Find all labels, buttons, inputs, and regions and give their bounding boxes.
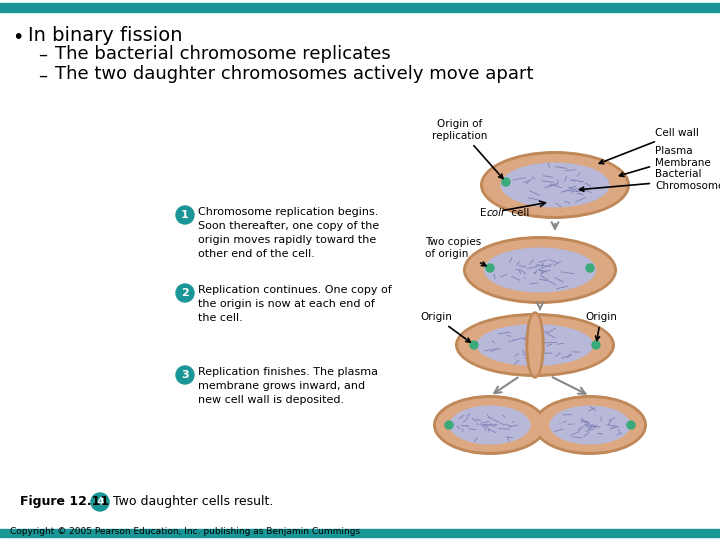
Circle shape — [486, 264, 494, 272]
Circle shape — [176, 366, 194, 384]
Ellipse shape — [433, 395, 547, 455]
Text: Two daughter cells result.: Two daughter cells result. — [113, 496, 274, 509]
Ellipse shape — [477, 324, 593, 366]
Text: Copyright © 2005 Pearson Education, Inc. publishing as Benjamin Cummings: Copyright © 2005 Pearson Education, Inc.… — [10, 526, 360, 536]
Text: 3: 3 — [181, 370, 189, 380]
Circle shape — [176, 284, 194, 302]
Text: Two copies
of origin: Two copies of origin — [425, 237, 486, 266]
Text: 2: 2 — [181, 288, 189, 298]
Ellipse shape — [463, 236, 617, 304]
Text: Cell wall: Cell wall — [599, 128, 699, 164]
Ellipse shape — [549, 406, 631, 444]
Ellipse shape — [483, 154, 627, 216]
Text: Bacterial
Chromosome: Bacterial Chromosome — [580, 169, 720, 191]
Ellipse shape — [449, 406, 531, 444]
Ellipse shape — [455, 313, 615, 377]
Circle shape — [445, 421, 453, 429]
Ellipse shape — [536, 398, 644, 452]
Text: The two daughter chromosomes actively move apart: The two daughter chromosomes actively mo… — [55, 65, 534, 83]
Circle shape — [91, 493, 109, 511]
Text: Origin: Origin — [420, 312, 470, 342]
Text: Origin: Origin — [585, 312, 617, 340]
Text: –: – — [38, 67, 47, 85]
Ellipse shape — [458, 316, 612, 374]
Circle shape — [627, 421, 635, 429]
Ellipse shape — [500, 163, 610, 207]
Circle shape — [470, 341, 478, 349]
Text: Chromosome replication begins.
Soon thereafter, one copy of the
origin moves rap: Chromosome replication begins. Soon ther… — [198, 207, 379, 259]
Text: E.: E. — [480, 208, 493, 218]
Text: Origin of
replication: Origin of replication — [432, 119, 503, 179]
Text: The bacterial chromosome replicates: The bacterial chromosome replicates — [55, 45, 391, 63]
Ellipse shape — [484, 247, 596, 293]
Circle shape — [502, 178, 510, 186]
Text: •: • — [12, 28, 23, 47]
Bar — [0, 529, 720, 537]
Circle shape — [176, 206, 194, 224]
Bar — [0, 3, 720, 12]
Ellipse shape — [526, 312, 544, 378]
Text: Replication finishes. The plasma
membrane grows inward, and
new cell wall is dep: Replication finishes. The plasma membran… — [198, 367, 378, 405]
Text: 1: 1 — [181, 210, 189, 220]
Text: coli: coli — [487, 208, 505, 218]
Ellipse shape — [533, 395, 647, 455]
Text: 4: 4 — [96, 497, 104, 507]
Text: cell: cell — [508, 208, 529, 218]
Text: Replication continues. One copy of
the origin is now at each end of
the cell.: Replication continues. One copy of the o… — [198, 285, 392, 323]
Text: Figure 12.11: Figure 12.11 — [20, 496, 109, 509]
Circle shape — [586, 264, 594, 272]
Circle shape — [592, 341, 600, 349]
Text: Plasma
Membrane: Plasma Membrane — [619, 146, 711, 177]
Text: –: – — [38, 46, 47, 64]
Ellipse shape — [466, 239, 614, 301]
Ellipse shape — [529, 315, 541, 375]
Ellipse shape — [436, 398, 544, 452]
Ellipse shape — [480, 151, 630, 219]
Text: In binary fission: In binary fission — [28, 26, 182, 45]
